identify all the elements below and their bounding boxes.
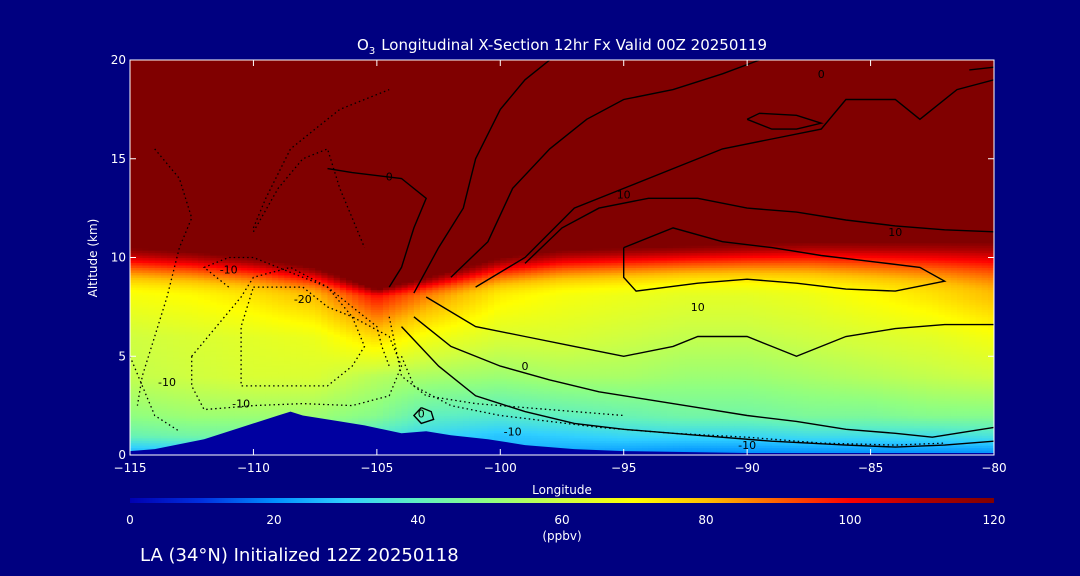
title-main: Longitudinal X-Section 12hr Fx Valid 00Z… [381, 36, 767, 54]
title-species-subscript: 3 [369, 46, 375, 57]
chart-title: O3 Longitudinal X-Section 12hr Fx Valid 0… [357, 36, 767, 57]
title-species-base: O [357, 36, 369, 54]
heatmap-cells [130, 60, 995, 456]
